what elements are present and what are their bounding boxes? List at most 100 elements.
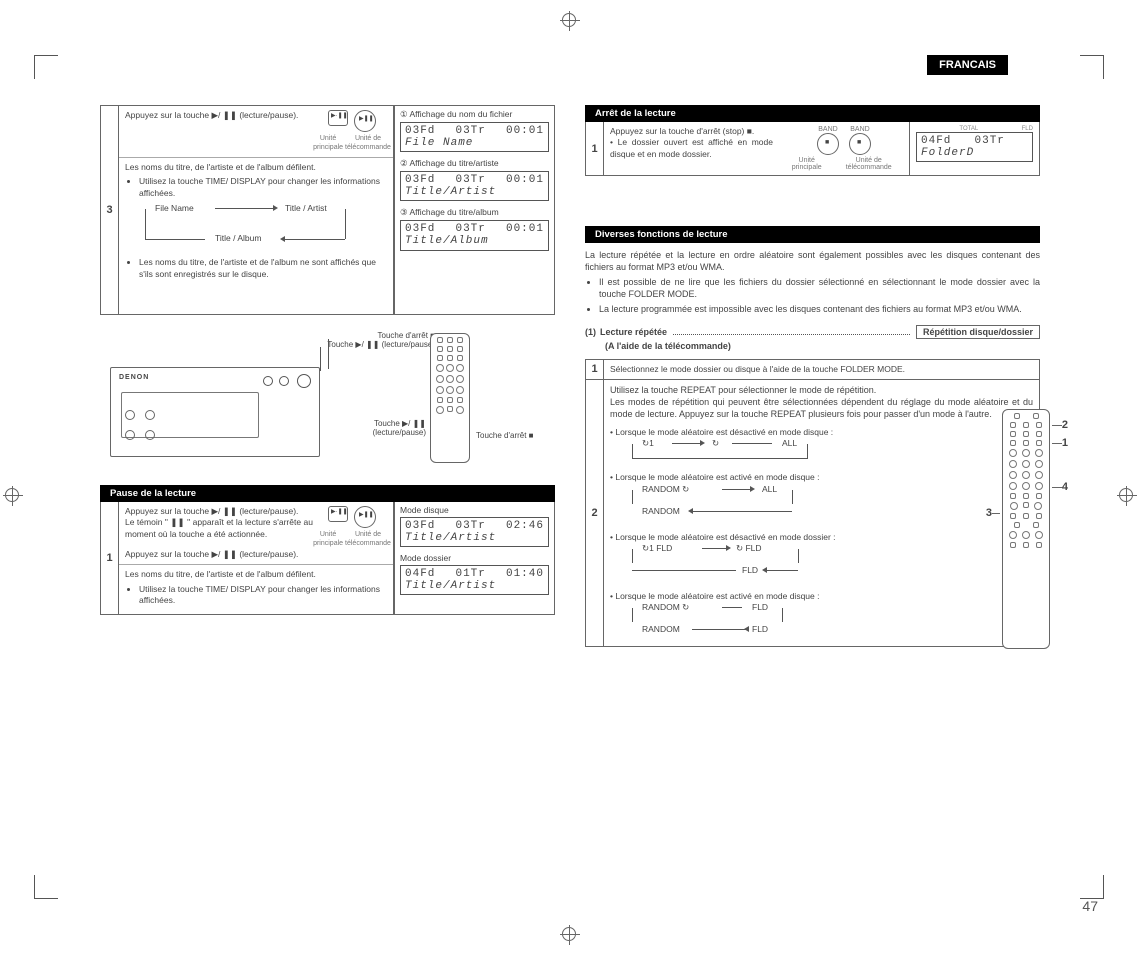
rep-title: Lecture répétée (600, 327, 667, 337)
lead-4: 4 (1062, 481, 1068, 493)
pause-header: Pause de la lecture (100, 485, 555, 502)
pause-number: 1 (101, 502, 119, 614)
rep1-text: Sélectionnez le mode dossier ou disque à… (604, 360, 1039, 379)
flow-title-artist: Title / Artist (285, 203, 327, 214)
lcd-pause-disc: 03Fd03Tr02:46 Title/Artist (400, 517, 549, 547)
pause-text-a: Appuyez sur la touche ▶/ ❚❚ (lecture/pau… (125, 506, 313, 517)
disp1-label: ① Affichage du nom du fichier (400, 109, 549, 120)
language-tab: FRANCAIS (927, 55, 1008, 75)
pause-mode-disc: Mode disque (400, 505, 549, 515)
step3-panel: 3 Appuyez sur la touche ▶/ ❚❚ (lecture/p… (100, 105, 555, 315)
pause-unit-remote: Unité de télécommande (345, 530, 391, 549)
crop-mark-right (1119, 488, 1133, 502)
stop-text-b: Le dossier ouvert est affiché en mode di… (610, 137, 773, 158)
flow-case4: RANDOM ↻ FLD RANDOM FLD (632, 602, 1033, 642)
pause-text-d: Les noms du titre, de l'artiste et de l'… (125, 569, 387, 580)
stop-display: TOTALFLD 04Fd03Tr FolderD (909, 122, 1039, 175)
step3-displays: ① Affichage du nom du fichier 03Fd03Tr00… (394, 106, 554, 314)
stop-main-icon: ■ (817, 133, 839, 155)
disp3-label: ③ Affichage du titre/album (400, 207, 549, 218)
crop-tick (34, 55, 35, 79)
pause-panel: 1 Appuyez sur la touche ▶/ ❚❚ (lecture/p… (100, 502, 555, 615)
rep-sub: (A l'aide de la télécommande) (605, 341, 1040, 351)
stop-panel: 1 Appuyez sur la touche d'arrêt (stop) ■… (585, 122, 1040, 176)
step3-flow: File Name Title / Artist Title / Album (135, 203, 377, 253)
func-bullet2: La lecture programmée est impossible ave… (599, 303, 1040, 315)
pause-unit-main: Unité principale (313, 530, 343, 549)
crop-mark-bottom (562, 927, 576, 941)
page: FRANCAIS 3 Appuyez sur la touche ▶/ ❚❚ (… (90, 50, 1048, 870)
step3-bullet1: Utilisez la touche TIME/ DISPLAY pour ch… (139, 176, 387, 199)
func-intro: La lecture répétée et la lecture en ordr… (585, 249, 1040, 273)
flow-filename: File Name (155, 203, 194, 214)
rep2-case2: Lorsque le mode aléatoire est activé en … (615, 472, 819, 482)
play-button-icon: ▶·❚❚ (328, 110, 348, 126)
rep2-case1: Lorsque le mode aléatoire est désactivé … (615, 427, 833, 437)
stop-unit-main: Unité principale (783, 157, 830, 171)
stop-body: Appuyez sur la touche d'arrêt (stop) ■. … (604, 122, 779, 175)
rep-step2: 2 Utilisez la touche REPEAT pour sélecti… (585, 380, 1040, 647)
rep2-body: Utilisez la touche REPEAT pour sélection… (604, 380, 1039, 646)
left-column: 3 Appuyez sur la touche ▶/ ❚❚ (lecture/p… (100, 105, 555, 615)
crop-tick (1103, 875, 1104, 899)
crop-tick (34, 55, 58, 56)
stop-remote-icon: ■ (849, 133, 871, 155)
right-column: Arrêt de la lecture 1 Appuyez sur la tou… (585, 105, 1040, 647)
lead-2: 2 (1062, 419, 1068, 431)
step3-text-a: Appuyez sur la touche ▶/ ❚❚ (lecture/pau… (125, 110, 317, 121)
rep-num: (1) (585, 327, 596, 337)
remote-button-icon: ▶❚❚ (354, 110, 376, 132)
repeat-section: 1 Sélectionnez le mode dossier ou disque… (585, 359, 1040, 648)
band-label-1: BAND (817, 126, 839, 133)
flow-case3: ↻1 FLD ↻ FLD FLD (632, 543, 1033, 583)
flow-case1: ↻1 ↻ ALL (632, 438, 1033, 464)
step3-number: 3 (101, 106, 119, 314)
pause-body: Appuyez sur la touche ▶/ ❚❚ (lecture/pau… (119, 502, 394, 614)
crop-tick (34, 875, 35, 899)
crop-mark-top (562, 13, 576, 27)
lcd-stop: 04Fd03Tr FolderD (916, 132, 1033, 162)
repeat-heading: (1) Lecture répétée Répétition disque/do… (585, 325, 1040, 339)
device-diagram: Touche d'arrêt ■ Touche ▶/ ❚❚ (lecture/p… (100, 331, 555, 481)
brand-label: DENON (119, 374, 149, 381)
pause-mode-folder: Mode dossier (400, 553, 549, 563)
crop-mark-left (5, 488, 19, 502)
pause-text-c: Appuyez sur la touche ▶/ ❚❚ (lecture/pau… (125, 549, 387, 560)
flow-title-album: Title / Album (215, 233, 261, 244)
step3-body: Appuyez sur la touche ▶/ ❚❚ (lecture/pau… (119, 106, 394, 314)
crop-tick (1080, 55, 1104, 56)
disp2-label: ② Affichage du titre/artiste (400, 158, 549, 169)
stop-number: 1 (586, 122, 604, 175)
flow-case2: RANDOM ↻ ALL RANDOM (632, 484, 1033, 524)
rep2-case4: Lorsque le mode aléatoire est activé en … (615, 591, 819, 601)
lcd-filename: 03Fd03Tr00:01 File Name (400, 122, 549, 152)
pause-btn-icon: ▶·❚❚ (328, 506, 348, 522)
lcd-pause-folder: 04Fd01Tr01:40 Title/Artist (400, 565, 549, 595)
diag-remote-stop: Touche d'arrêt ■ (476, 431, 534, 440)
remote-tall-illustration (1002, 409, 1050, 649)
page-number: 47 (1082, 898, 1098, 914)
lcd-title-album: 03Fd03Tr00:01 Title/Album (400, 220, 549, 250)
func-bullet1: Il est possible de ne lire que les fichi… (599, 276, 1040, 300)
crop-tick (1103, 55, 1104, 79)
step3-bullet2: Les noms du titre, de l'artiste et de l'… (139, 257, 387, 280)
rep2-num: 2 (586, 380, 604, 646)
stop-icons: BAND ■ BAND ■ Unité principale Unité de … (779, 122, 909, 175)
stop-unit-remote: Unité de télécommande (832, 157, 905, 171)
crop-tick (34, 898, 58, 899)
rep1-num: 1 (586, 360, 604, 379)
diag-play-label: Touche ▶/ ❚❚ (lecture/pause) (327, 340, 435, 349)
pause-text-b: Le témoin " ❚❚ " apparaît et la lecture … (125, 517, 313, 540)
pause-displays: Mode disque 03Fd03Tr02:46 Title/Artist M… (394, 502, 554, 614)
main-unit-illustration: DENON (110, 367, 320, 457)
rep2-case3: Lorsque le mode aléatoire est désactivé … (615, 532, 835, 542)
rep-mode-box: Répétition disque/dossier (916, 325, 1040, 339)
band-label-2: BAND (849, 126, 871, 133)
unit-remote-label: Unité de télécommande (345, 134, 391, 153)
pause-remote-icon: ▶❚❚ (354, 506, 376, 528)
rep2-b: Les modes de répétition qui peuvent être… (610, 396, 1033, 420)
diag-stop-label: Touche d'arrêt ■ (327, 331, 435, 340)
remote-illustration (430, 333, 470, 463)
pause-bullet: Utilisez la touche TIME/ DISPLAY pour ch… (139, 584, 387, 607)
diag-remote-play: Touche ▶/ ❚❚ (lecture/pause) (340, 419, 426, 437)
